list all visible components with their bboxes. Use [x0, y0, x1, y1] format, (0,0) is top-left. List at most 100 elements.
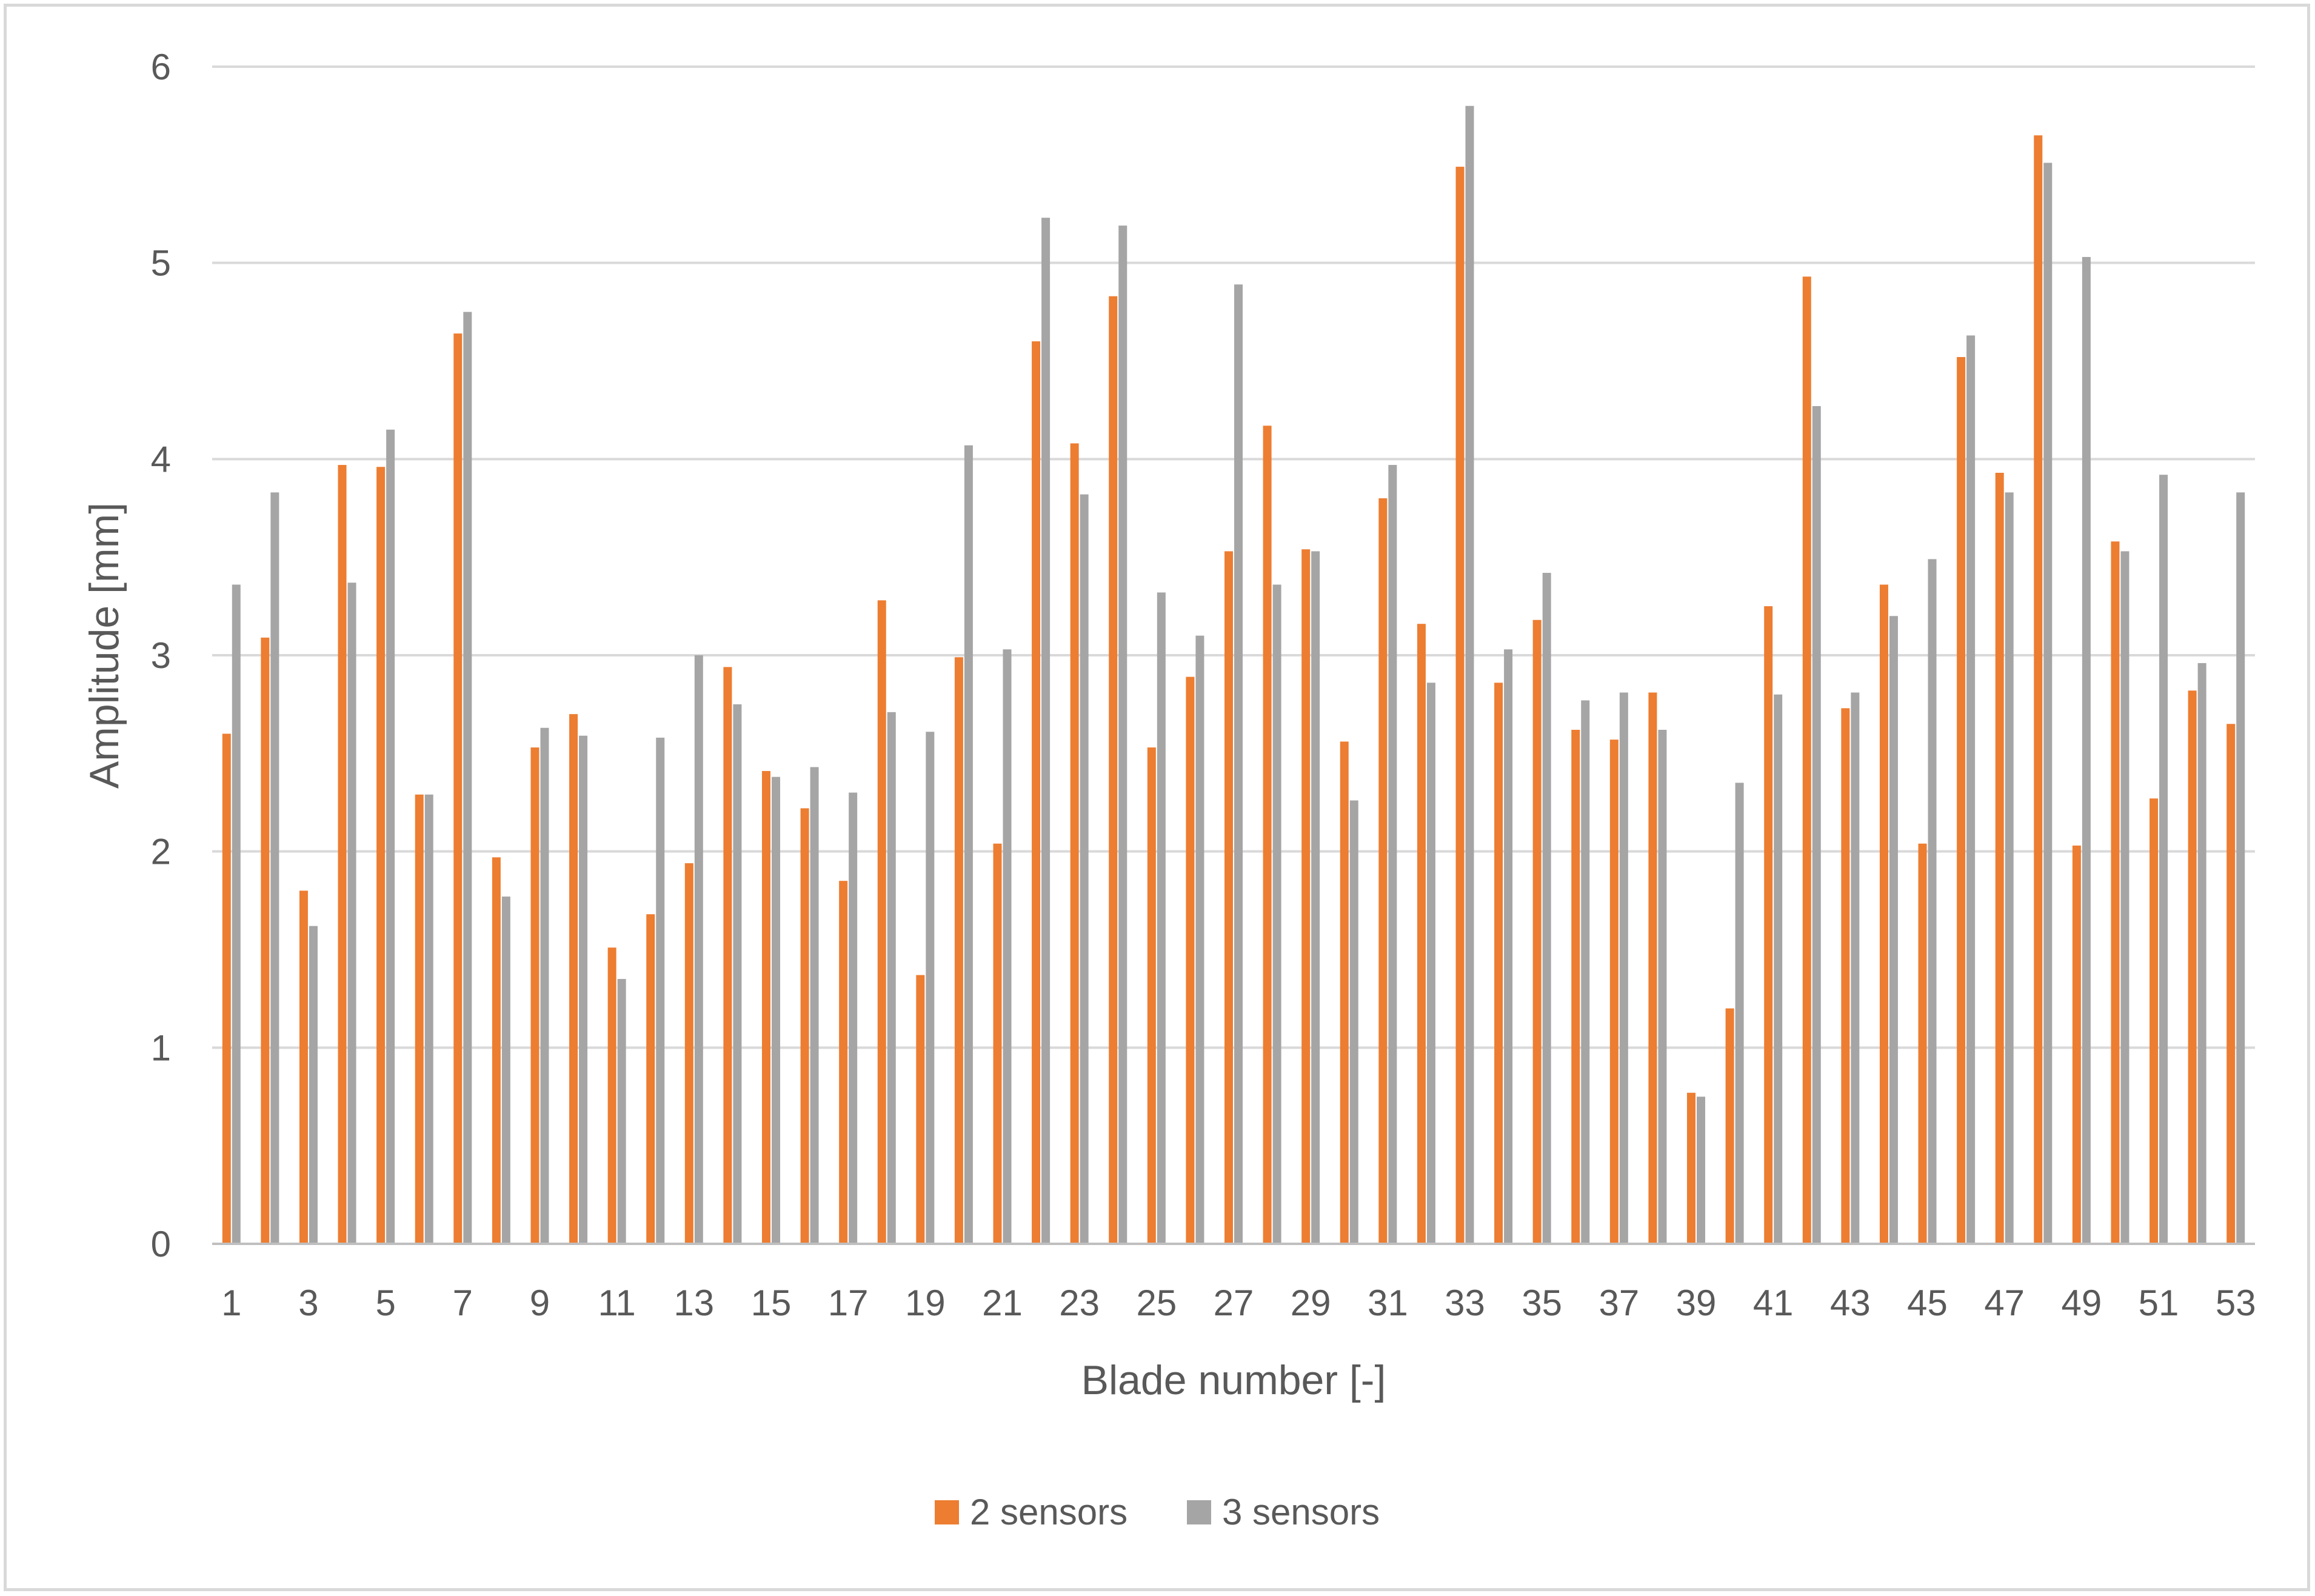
y-tick-label: 5: [151, 243, 171, 284]
bar-3-sensors-blade-42: [1812, 406, 1821, 1244]
x-tick-label: 45: [1907, 1283, 1948, 1323]
legend-label-3-sensors: 3 sensors: [1222, 1492, 1380, 1532]
bar-3-sensors-blade-41: [1774, 694, 1783, 1244]
gridlines: [212, 65, 2255, 1049]
x-tick-label: 3: [298, 1283, 318, 1323]
bar-3-sensors-blade-7: [463, 312, 472, 1244]
bar-2-sensors-blade-5: [376, 467, 386, 1244]
bar-3-sensors-blade-27: [1234, 284, 1243, 1244]
x-tick-label: 47: [1984, 1283, 2025, 1323]
bar-3-sensors-blade-31: [1388, 465, 1397, 1244]
bar-2-sensors-blade-48: [2034, 135, 2043, 1244]
bar-2-sensors-blade-35: [1532, 619, 1542, 1244]
bar-2-sensors-blade-28: [1263, 426, 1272, 1244]
bar-2-sensors-blade-45: [1918, 843, 1927, 1244]
bars: [222, 105, 2245, 1244]
bar-3-sensors-blade-25: [1157, 592, 1166, 1244]
bar-2-sensors-blade-34: [1494, 683, 1503, 1244]
bar-3-sensors-blade-33: [1465, 105, 1474, 1244]
x-tick-label: 49: [2061, 1283, 2102, 1323]
bar-2-sensors-blade-46: [1957, 357, 1966, 1244]
bar-2-sensors-blade-15: [761, 770, 770, 1244]
x-tick-label: 25: [1136, 1283, 1177, 1323]
bar-3-sensors-blade-14: [733, 704, 742, 1244]
bar-2-sensors-blade-26: [1186, 676, 1195, 1244]
bar-2-sensors-blade-33: [1455, 167, 1465, 1244]
bar-2-sensors-blade-41: [1764, 606, 1773, 1244]
bar-3-sensors-blade-32: [1426, 683, 1435, 1244]
bar-3-sensors-blade-40: [1735, 783, 1744, 1244]
x-tick-label: 11: [598, 1283, 635, 1323]
bar-3-sensors-blade-23: [1080, 494, 1089, 1244]
bar-3-sensors-blade-46: [1966, 335, 1976, 1244]
bar-2-sensors-blade-10: [569, 714, 578, 1244]
bar-3-sensors-blade-43: [1851, 692, 1860, 1244]
legend-swatch-2-sensors: [935, 1500, 959, 1524]
x-tick-label: 41: [1753, 1283, 1794, 1323]
x-tick-label: 35: [1522, 1283, 1562, 1323]
bar-2-sensors-blade-19: [916, 975, 925, 1244]
bar-3-sensors-blade-11: [617, 979, 626, 1244]
bar-2-sensors-blade-21: [993, 843, 1002, 1244]
bar-2-sensors-blade-20: [954, 657, 963, 1244]
bar-3-sensors-blade-13: [694, 655, 703, 1244]
bar-3-sensors-blade-12: [656, 737, 665, 1244]
x-tick-labels: 1 3 5 7 9 11 13 15 17 19 21 23 25 27 29 31 33 35 37 39 41 43 4…: [221, 1283, 2256, 1323]
bar-2-sensors-blade-49: [2072, 845, 2081, 1244]
bar-2-sensors-blade-30: [1340, 741, 1349, 1244]
bar-3-sensors-blade-24: [1118, 225, 1127, 1244]
bar-3-sensors-blade-39: [1697, 1097, 1706, 1244]
bar-3-sensors-blade-16: [810, 767, 819, 1244]
bar-3-sensors-blade-47: [2005, 492, 2014, 1244]
bar-2-sensors-blade-36: [1571, 729, 1580, 1244]
y-tick-label: 1: [151, 1027, 171, 1068]
bar-2-sensors-blade-8: [492, 857, 501, 1244]
bar-3-sensors-blade-22: [1041, 218, 1051, 1244]
bar-2-sensors-blade-6: [415, 794, 424, 1244]
x-tick-label: 31: [1368, 1283, 1408, 1323]
bar-3-sensors-blade-19: [926, 732, 935, 1244]
x-tick-label: 43: [1830, 1283, 1871, 1323]
y-tick-label: 0: [151, 1224, 171, 1264]
bar-2-sensors-blade-22: [1032, 341, 1041, 1244]
bar-2-sensors-blade-51: [2150, 798, 2159, 1244]
bar-3-sensors-blade-21: [1003, 649, 1012, 1244]
bar-2-sensors-blade-3: [299, 890, 308, 1244]
x-tick-label: 9: [530, 1283, 550, 1323]
bar-2-sensors-blade-52: [2188, 690, 2197, 1244]
x-tick-label: 39: [1676, 1283, 1717, 1323]
x-tick-label: 23: [1059, 1283, 1100, 1323]
bar-3-sensors-blade-5: [386, 429, 395, 1244]
bar-3-sensors-blade-52: [2197, 663, 2206, 1244]
x-tick-label: 53: [2216, 1283, 2256, 1323]
bar-3-sensors-blade-29: [1311, 551, 1320, 1244]
bar-2-sensors-blade-50: [2111, 541, 2120, 1244]
bar-2-sensors-blade-39: [1687, 1092, 1696, 1244]
bar-2-sensors-blade-27: [1224, 551, 1233, 1244]
bar-3-sensors-blade-18: [887, 712, 896, 1244]
bar-2-sensors-blade-38: [1648, 692, 1657, 1244]
bar-3-sensors-blade-30: [1349, 800, 1358, 1244]
bar-2-sensors-blade-42: [1802, 276, 1811, 1244]
bar-2-sensors-blade-14: [723, 667, 732, 1244]
bar-2-sensors-blade-16: [800, 808, 809, 1244]
y-tick-label: 3: [151, 635, 171, 676]
bar-3-sensors-blade-10: [579, 735, 588, 1244]
bar-3-sensors-blade-45: [1928, 559, 1937, 1244]
bar-2-sensors-blade-7: [453, 333, 463, 1244]
bar-3-sensors-blade-37: [1619, 692, 1628, 1244]
bar-3-sensors-blade-53: [2236, 492, 2245, 1244]
bar-3-sensors-blade-3: [309, 926, 318, 1244]
bar-3-sensors-blade-36: [1581, 700, 1590, 1244]
bar-2-sensors-blade-24: [1109, 296, 1118, 1244]
bar-2-sensors-blade-12: [646, 914, 655, 1244]
bar-3-sensors-blade-26: [1195, 635, 1204, 1244]
x-tick-label: 37: [1598, 1283, 1639, 1323]
legend-label-2-sensors: 2 sensors: [970, 1492, 1127, 1532]
bar-3-sensors-blade-35: [1542, 573, 1551, 1244]
bar-2-sensors-blade-11: [607, 947, 616, 1244]
bar-3-sensors-blade-48: [2043, 162, 2053, 1244]
bar-3-sensors-blade-20: [964, 445, 973, 1244]
y-tick-labels: 0 1 2 3 4 5 6: [151, 47, 171, 1264]
